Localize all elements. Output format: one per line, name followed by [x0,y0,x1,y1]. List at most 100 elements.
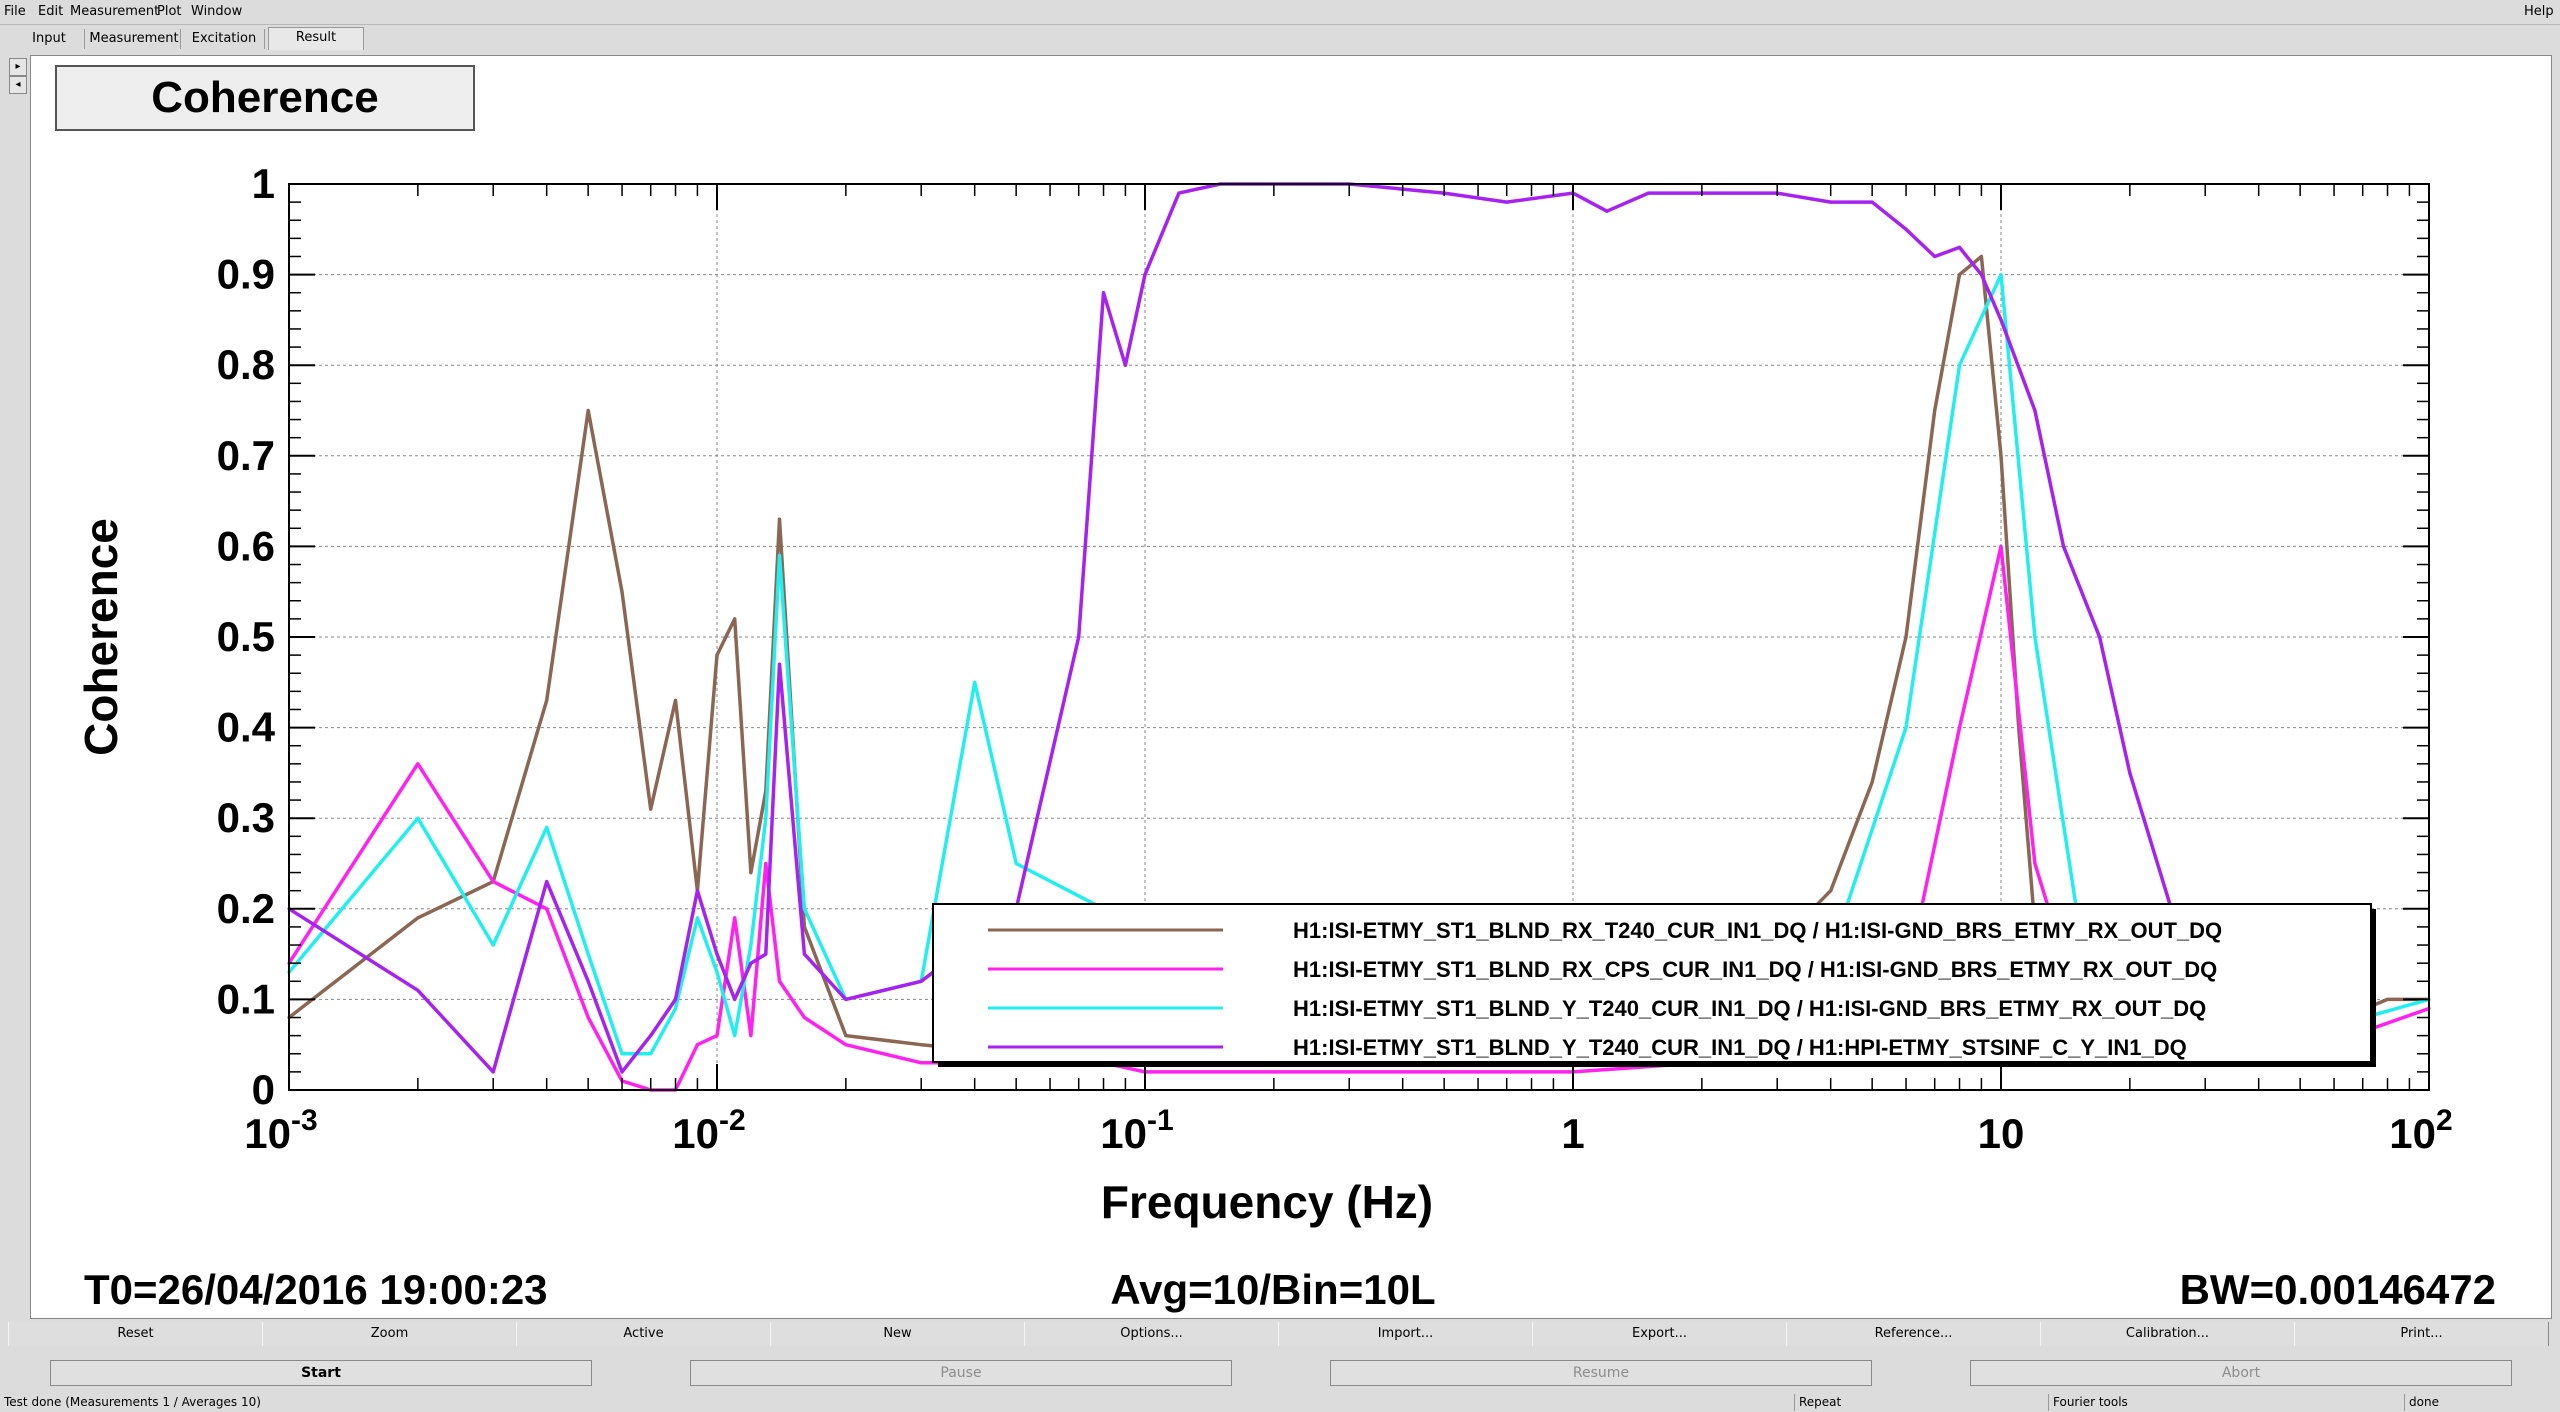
series-4-point [1999,318,2003,322]
series-4-point [1933,254,1937,259]
series-1-point [586,408,590,413]
x-tick-label: 10-2 [672,1104,745,1157]
reference-button[interactable]: Reference... [1786,1322,2041,1346]
legend-entry-2: H1:ISI-ETMY_ST1_BLND_RX_CPS_CUR_IN1_DQ /… [1293,957,2217,982]
series-2-point [1442,1070,1446,1074]
series-3-point [749,943,753,947]
status-repeat: Repeat [1794,1394,2049,1411]
series-2-point [777,979,782,983]
series-2-point [695,1043,700,1047]
tab-bar: Input Measurement Excitation Result [0,26,2560,52]
series-4-point [1177,191,1181,195]
x-tick-label: 10-1 [1100,1104,1173,1157]
pad-navigator: ▸ ◂ [6,56,28,1308]
menu-help[interactable]: Help [2524,4,2554,19]
print-button[interactable]: Print... [2294,1322,2549,1346]
series-2-point [764,861,768,866]
abort-button[interactable]: Abort [1970,1360,2512,1386]
series-1-point [1904,635,1908,639]
series-3-point [2033,635,2037,639]
series-1-point [715,653,719,657]
plot-title: Coherence [151,73,378,122]
status-bar: Test done (Measurements 1 / Averages 10)… [0,1393,2560,1412]
tab-excitation[interactable]: Excitation [184,29,265,49]
series-1-point [1870,780,1874,784]
series-4-point [1605,209,1609,213]
series-3-point [1014,861,1018,866]
menu-window[interactable]: Window [191,4,243,19]
series-4-point [1143,273,1147,277]
arrow-right-icon[interactable]: ▸ [9,58,27,76]
plot-canvas[interactable]: Coherence 10-3 10-2 10-1 1 10 102 0 0.1 0.2 0.3 0.… [30,55,2552,1319]
series-4-point [1904,227,1908,231]
series-4-point [777,662,782,666]
x-tick-base: 10 [1978,1110,2025,1157]
menu-measurement[interactable]: Measurement [70,4,160,19]
series-3-point [673,1006,678,1011]
series-4-point [1646,191,1650,195]
series-2-point [844,1043,848,1047]
series-3-point [416,816,420,820]
series-2-point [733,916,737,920]
series-4-point [1505,200,1509,204]
y-tick-label: 0.7 [217,432,275,479]
x-tick-base: 10 [244,1110,291,1157]
arrow-left-icon[interactable]: ◂ [9,76,27,94]
series-4-point [2061,544,2066,548]
menu-edit[interactable]: Edit [38,4,64,19]
series-1-point [844,1034,848,1038]
series-1-point [2385,997,2390,1002]
series-2-point [1957,726,1962,730]
avg-label: Avg=10/Bin=10L [1110,1266,1435,1313]
import-button[interactable]: Import... [1278,1322,1533,1346]
series-1-point [1829,889,1833,893]
menu-file[interactable]: File [4,4,26,19]
series-2-point [545,907,549,911]
tab-result[interactable]: Result [268,27,364,50]
series-2-point [919,1061,923,1065]
series-4-point [715,952,719,956]
options-button[interactable]: Options... [1024,1322,1279,1346]
series-2-point [2033,861,2037,866]
series-4-point [764,952,768,956]
series-4-point [545,880,549,884]
zoom-button[interactable]: Zoom [262,1322,517,1346]
tab-measurement[interactable]: Measurement [88,29,181,49]
series-1-point [649,807,653,811]
reset-button[interactable]: Reset [8,1322,263,1346]
series-4-point [649,1034,653,1038]
series-2-point [802,1015,807,1020]
coherence-chart[interactable]: Coherence 10-3 10-2 10-1 1 10 10200.10.20.30.… [31,56,2551,1318]
series-3-point [620,1052,624,1056]
y-tick-label: 0.1 [217,975,275,1022]
x-tick-base: 10 [672,1110,719,1157]
series-3-point [715,970,719,974]
x-axis-label: Frequency (Hz) [1101,1176,1433,1228]
series-2-point [715,1034,719,1038]
status-fourier: Fourier tools [2048,1394,2403,1411]
new-button[interactable]: New [770,1322,1025,1346]
y-tick-label: 0.9 [217,251,275,298]
series-4-point [1957,245,1962,249]
series-2-point [1272,1070,1276,1074]
run-controls: Start Pause Resume Abort [0,1360,2560,1386]
x-tick-exponent: 2 [2436,1104,2453,1137]
menu-plot[interactable]: Plot [157,4,182,19]
series-4-point [673,997,678,1002]
tab-input[interactable]: Input [14,29,85,49]
calibration-button[interactable]: Calibration... [2040,1322,2295,1346]
series-1-point [1979,254,1983,259]
x-tick-base: 10 [2389,1110,2436,1157]
series-4-point [695,889,700,893]
x-tick-label: 10-3 [244,1104,317,1157]
start-button[interactable]: Start [50,1360,592,1386]
pause-button[interactable]: Pause [690,1360,1232,1386]
y-tick-label: 0.3 [217,794,275,841]
series-4-point [1101,291,1106,295]
series-2-point [586,1015,590,1020]
active-button[interactable]: Active [516,1322,771,1346]
x-tick-label: 10 [1978,1110,2025,1157]
export-button[interactable]: Export... [1532,1322,1787,1346]
t0-label: T0=26/04/2016 19:00:23 [84,1266,548,1313]
resume-button[interactable]: Resume [1330,1360,1872,1386]
